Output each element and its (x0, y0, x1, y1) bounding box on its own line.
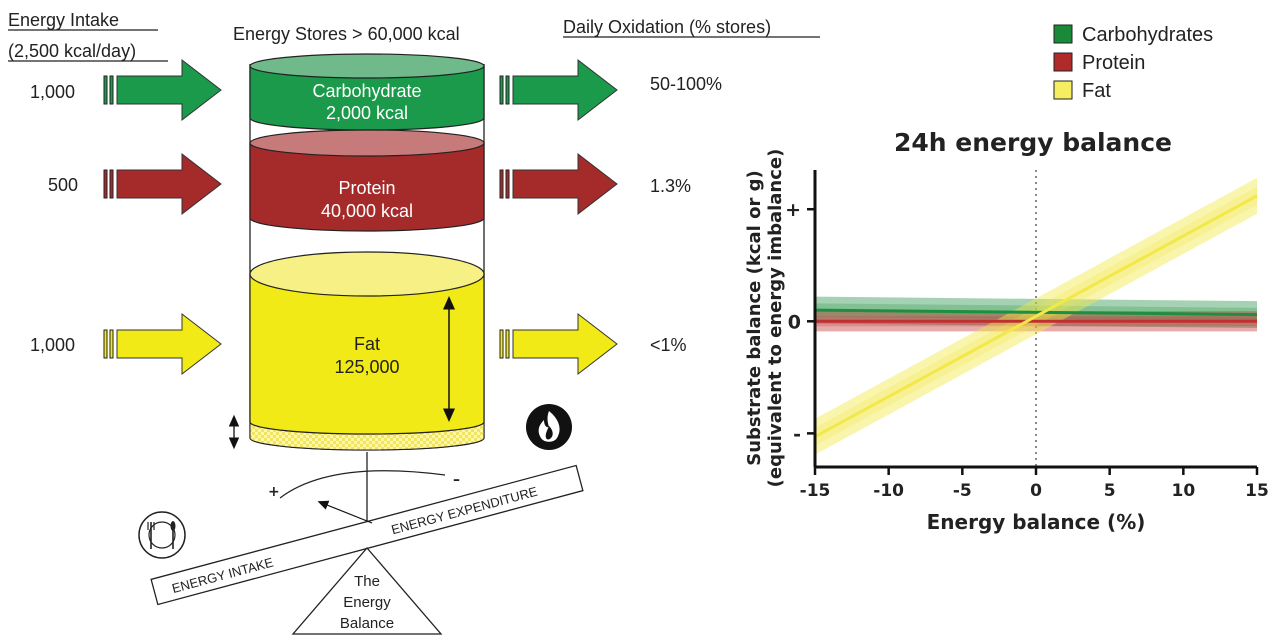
legend-swatch-carbohydrates (1053, 24, 1073, 44)
x-tick-label: 10 (1171, 481, 1195, 501)
x-tick-label: 5 (1104, 481, 1116, 501)
protein-store: Protein 40,000 kcal (249, 129, 485, 232)
fat-store-name: Fat (354, 334, 380, 354)
plate-cutlery-icon (138, 511, 186, 559)
protein-output-arrow (499, 152, 618, 216)
ticks-layer: -15 -10 -5 0 5 10 15 +0 - (785, 199, 1269, 501)
fulcrum-line-1: The (354, 573, 380, 590)
y-axis-label-line-1: Substrate balance (kcal or g) (744, 170, 765, 465)
legend-label-fat: Fat (1082, 80, 1111, 102)
fat-store-value: 125,000 (334, 357, 399, 377)
legend-label-protein: Protein (1082, 52, 1145, 74)
protein-store-name: Protein (338, 178, 395, 198)
carb-output-arrow (499, 58, 618, 122)
carb-store-value: 2,000 kcal (326, 103, 408, 123)
energy-balance-seesaw: ENERGY INTAKE ENERGY EXPENDITURE + – The… (150, 452, 584, 635)
carb-oxidation-value: 50-100% (650, 74, 722, 94)
series-line-carbohydrates (814, 308, 1258, 317)
x-tick-label: 0 (1030, 481, 1042, 501)
flame-icon (526, 404, 572, 450)
intake-subheader: (2,500 kcal/day) (8, 41, 136, 61)
fat-intake-arrow (103, 312, 222, 376)
balance-fulcrum (291, 547, 443, 635)
legend: Carbohydrates Protein Fat (1053, 24, 1213, 102)
legend-label-carbohydrates: Carbohydrates (1082, 24, 1213, 46)
series-line-fat (814, 194, 1258, 439)
x-tick-label: 15 (1245, 481, 1269, 501)
protein-store-value: 40,000 kcal (321, 201, 413, 221)
y-tick-label: 0 (788, 311, 801, 333)
protein-intake-arrow (103, 152, 222, 216)
series-layer (814, 170, 1258, 467)
x-tick-label: -15 (800, 481, 831, 501)
fat-store: Fat 125,000 (249, 251, 485, 451)
x-axis-label: Energy balance (%) (927, 510, 1146, 534)
chart-title: 24h energy balance (894, 128, 1172, 157)
protein-oxidation-value: 1.3% (650, 176, 691, 196)
x-tick-label: -10 (873, 481, 904, 501)
y-tick-label: + (785, 199, 801, 221)
legend-swatch-fat (1053, 80, 1073, 100)
fulcrum-line-2: Energy (343, 594, 391, 611)
stores-header: Energy Stores > 60,000 kcal (233, 24, 460, 44)
fulcrum-line-3: Balance (340, 615, 394, 632)
carbohydrate-store: Carbohydrate 2,000 kcal (249, 53, 485, 131)
fat-output-arrow (499, 312, 618, 376)
y-axis-label-line-2: (equivalent to energy imbalance) (765, 149, 786, 488)
protein-intake-value: 500 (48, 175, 78, 195)
intake-header: Energy Intake (8, 10, 119, 30)
plus-sign: + (268, 484, 280, 500)
carb-intake-value: 1,000 (30, 82, 75, 102)
energy-balance-chart: 24h energy balance -15 -10 -5 0 5 10 15 +0 - Ene… (744, 128, 1269, 534)
legend-swatch-protein (1053, 52, 1073, 72)
fat-intake-value: 1,000 (30, 335, 75, 355)
x-tick-label: -5 (953, 481, 972, 501)
carb-store-name: Carbohydrate (312, 81, 421, 101)
energy-stores-cylinder: Carbohydrate 2,000 kcal Protein 40,000 k… (228, 53, 485, 451)
oxidation-header: Daily Oxidation (% stores) (563, 17, 771, 37)
fat-oxidation-value: <1% (650, 335, 687, 355)
y-tick-label: - (793, 423, 801, 445)
minus-sign: – (453, 472, 460, 488)
carb-intake-arrow (103, 58, 222, 122)
